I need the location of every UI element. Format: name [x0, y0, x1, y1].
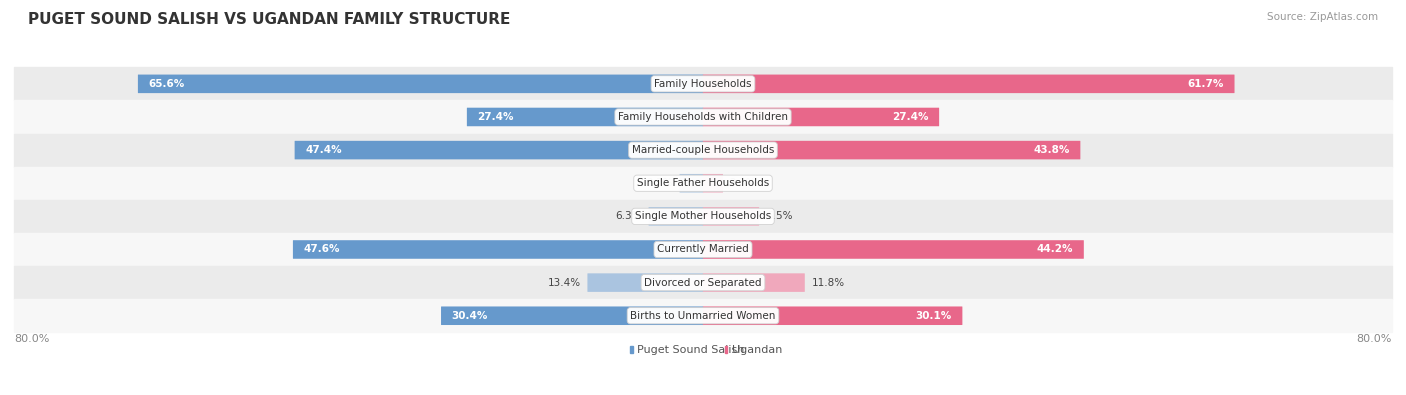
FancyBboxPatch shape — [703, 273, 804, 292]
Bar — [14, 134, 1392, 167]
Text: 47.4%: 47.4% — [305, 145, 342, 155]
FancyBboxPatch shape — [441, 307, 703, 325]
Text: Source: ZipAtlas.com: Source: ZipAtlas.com — [1267, 12, 1378, 22]
Text: 44.2%: 44.2% — [1036, 245, 1073, 254]
FancyBboxPatch shape — [292, 240, 703, 259]
FancyBboxPatch shape — [703, 174, 723, 192]
Bar — [724, 346, 727, 353]
FancyBboxPatch shape — [588, 273, 703, 292]
Text: 6.5%: 6.5% — [766, 211, 793, 221]
Bar — [14, 200, 1392, 233]
FancyBboxPatch shape — [703, 307, 962, 325]
FancyBboxPatch shape — [467, 108, 703, 126]
FancyBboxPatch shape — [703, 207, 759, 226]
Text: 65.6%: 65.6% — [149, 79, 184, 89]
Bar — [630, 346, 633, 353]
FancyBboxPatch shape — [295, 141, 703, 159]
Text: 80.0%: 80.0% — [1357, 334, 1392, 344]
Text: Single Father Households: Single Father Households — [637, 178, 769, 188]
Text: 2.3%: 2.3% — [730, 178, 756, 188]
Bar — [14, 100, 1392, 134]
Text: Divorced or Separated: Divorced or Separated — [644, 278, 762, 288]
Text: Family Households: Family Households — [654, 79, 752, 89]
Bar — [14, 299, 1392, 332]
Text: 30.1%: 30.1% — [915, 311, 952, 321]
Text: Single Mother Households: Single Mother Households — [636, 211, 770, 221]
Bar — [14, 167, 1392, 200]
Text: 43.8%: 43.8% — [1033, 145, 1070, 155]
FancyBboxPatch shape — [703, 141, 1080, 159]
Text: Currently Married: Currently Married — [657, 245, 749, 254]
Text: 80.0%: 80.0% — [14, 334, 49, 344]
Text: 61.7%: 61.7% — [1188, 79, 1225, 89]
FancyBboxPatch shape — [703, 108, 939, 126]
Text: Puget Sound Salish: Puget Sound Salish — [637, 344, 744, 355]
FancyBboxPatch shape — [703, 75, 1234, 93]
Text: 6.3%: 6.3% — [616, 211, 643, 221]
Text: 11.8%: 11.8% — [811, 278, 845, 288]
Bar — [14, 67, 1392, 100]
Text: Births to Unmarried Women: Births to Unmarried Women — [630, 311, 776, 321]
Text: Ugandan: Ugandan — [731, 344, 782, 355]
Text: Family Households with Children: Family Households with Children — [619, 112, 787, 122]
Text: 47.6%: 47.6% — [304, 245, 340, 254]
Bar — [14, 233, 1392, 266]
FancyBboxPatch shape — [648, 207, 703, 226]
Text: Married-couple Households: Married-couple Households — [631, 145, 775, 155]
FancyBboxPatch shape — [703, 240, 1084, 259]
FancyBboxPatch shape — [679, 174, 703, 192]
Text: 27.4%: 27.4% — [478, 112, 513, 122]
Text: 13.4%: 13.4% — [547, 278, 581, 288]
Text: 30.4%: 30.4% — [451, 311, 488, 321]
Text: 27.4%: 27.4% — [893, 112, 928, 122]
Text: 2.7%: 2.7% — [647, 178, 673, 188]
Text: PUGET SOUND SALISH VS UGANDAN FAMILY STRUCTURE: PUGET SOUND SALISH VS UGANDAN FAMILY STR… — [28, 12, 510, 27]
Bar — [14, 266, 1392, 299]
FancyBboxPatch shape — [138, 75, 703, 93]
